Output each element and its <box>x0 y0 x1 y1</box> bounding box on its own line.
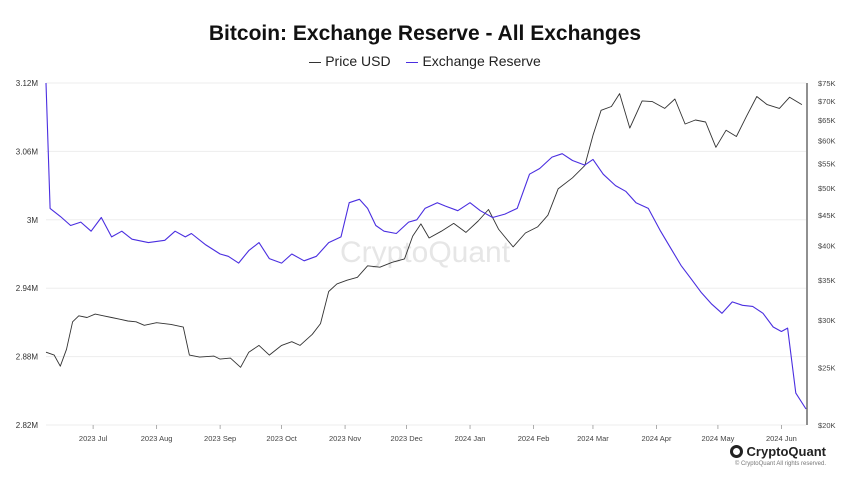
x-axis: 2023 Jul 2023 Aug 2023 Sep 2023 Oct 2023 Nov… <box>79 425 797 443</box>
x-tick-label: 2024 May <box>701 434 734 443</box>
x-tick-label: 2024 Feb <box>518 434 550 443</box>
x-tick-label: 2023 Sep <box>204 434 236 443</box>
y-left-tick-label: 2.94M <box>16 284 39 293</box>
left-axis: 3.12M 3.06M 3M 2.94M 2.88M 2.82M <box>16 79 39 430</box>
chart-legend: Price USD Exchange Reserve <box>0 53 850 69</box>
y-right-tick-label: $60K <box>818 137 836 146</box>
watermark: CryptoQuant <box>340 236 511 269</box>
y-right-tick-label: $40K <box>818 242 836 251</box>
y-right-tick-label: $30K <box>818 316 836 325</box>
cryptoquant-logo-icon <box>729 445 743 458</box>
x-tick-label: 2023 Jul <box>79 434 108 443</box>
y-right-tick-label: $35K <box>818 276 836 285</box>
logo-text: CryptoQuant <box>746 444 826 459</box>
x-tick-label: 2023 Oct <box>266 434 297 443</box>
chart-title: Bitcoin: Exchange Reserve - All Exchange… <box>208 22 642 45</box>
x-tick-label: 2023 Nov <box>329 434 361 443</box>
y-right-tick-label: $20K <box>818 421 836 430</box>
x-tick-label: 2024 Apr <box>641 434 672 443</box>
legend-swatch-price <box>309 61 322 63</box>
y-right-tick-label: $75K <box>818 79 836 88</box>
y-right-tick-label: $45K <box>818 211 836 220</box>
legend-swatch-reserve <box>406 61 419 63</box>
legend-item-price[interactable]: Price USD <box>309 53 391 69</box>
y-left-tick-label: 3M <box>27 216 38 225</box>
y-left-tick-label: 2.82M <box>16 421 39 430</box>
cryptoquant-logo: CryptoQuant <box>729 444 826 459</box>
y-left-tick-label: 2.88M <box>16 353 39 362</box>
x-tick-label: 2024 Jan <box>455 434 486 443</box>
y-right-tick-label: $65K <box>818 116 836 125</box>
x-tick-label: 2023 Dec <box>390 434 422 443</box>
legend-item-reserve[interactable]: Exchange Reserve <box>406 53 541 69</box>
y-right-tick-label: $70K <box>818 97 836 106</box>
y-left-tick-label: 3.06M <box>16 147 39 156</box>
y-right-tick-label: $25K <box>818 363 836 372</box>
exchange-reserve-line <box>45 82 807 410</box>
right-axis: $75K $70K $65K $60K $55K $50K $45K $40K $35K $30K… <box>806 79 836 430</box>
x-tick-label: 2024 Jun <box>766 434 797 443</box>
copyright-text: © CryptoQuant All rights reserved. <box>734 461 826 467</box>
y-right-tick-label: $50K <box>818 184 836 193</box>
x-tick-label: 2023 Aug <box>141 434 173 443</box>
gridlines <box>46 82 806 426</box>
legend-label-reserve: Exchange Reserve <box>422 53 541 69</box>
price-usd-line <box>45 93 803 368</box>
legend-label-price: Price USD <box>325 53 391 69</box>
y-right-tick-label: $55K <box>818 159 836 168</box>
y-left-tick-label: 3.12M <box>16 79 39 88</box>
x-tick-label: 2024 Mar <box>577 434 609 443</box>
series-lines <box>45 82 807 410</box>
